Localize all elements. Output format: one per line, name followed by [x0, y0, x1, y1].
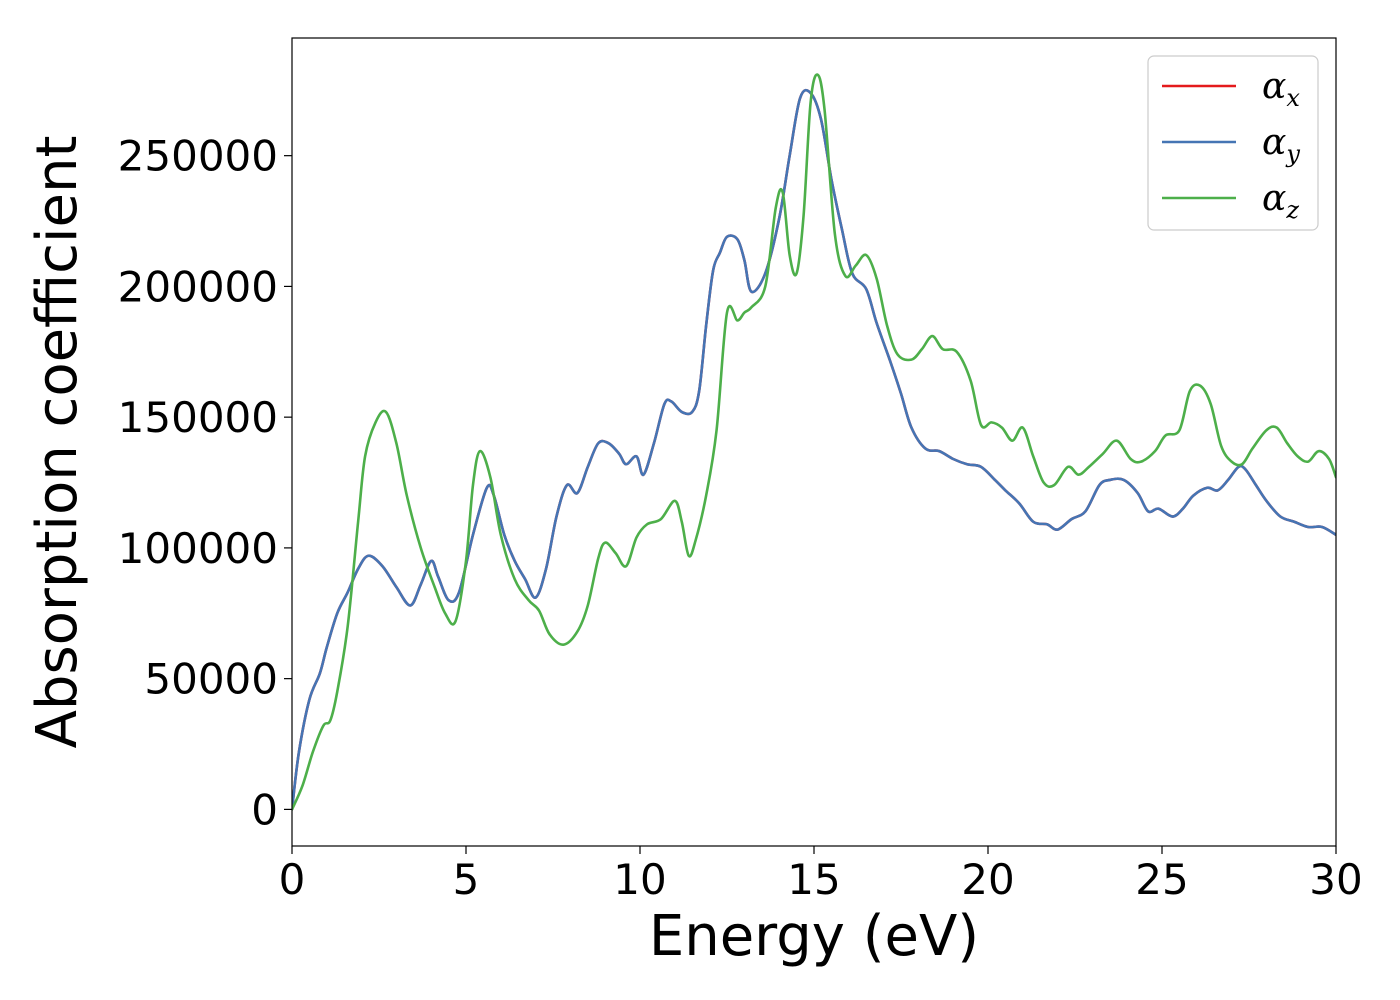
x-tick-label: 10 [613, 855, 666, 904]
series-line-y [292, 88, 1336, 811]
series-line-z [292, 73, 1336, 811]
series-layer [292, 73, 1336, 811]
x-tick-label: 0 [279, 855, 306, 904]
x-tick-label: 30 [1309, 855, 1362, 904]
y-tick-label: 100000 [118, 524, 278, 573]
y-tick-label: 150000 [118, 393, 278, 442]
y-tick-label: 0 [251, 785, 278, 834]
y-axis: 0 50000 100000 150000 200000 250000 [118, 132, 292, 834]
x-axis-label: Energy (eV) [649, 904, 979, 969]
y-axis-label: Absorption coefficient [25, 136, 90, 749]
y-tick-label: 200000 [118, 262, 278, 311]
x-tick-label: 20 [961, 855, 1014, 904]
x-axis: 0 5 10 15 20 25 30 [279, 846, 1363, 904]
y-tick-label: 50000 [144, 655, 278, 704]
y-tick-label: 250000 [118, 132, 278, 181]
x-tick-label: 25 [1135, 855, 1188, 904]
x-tick-label: 15 [787, 855, 840, 904]
x-tick-label: 5 [453, 855, 480, 904]
